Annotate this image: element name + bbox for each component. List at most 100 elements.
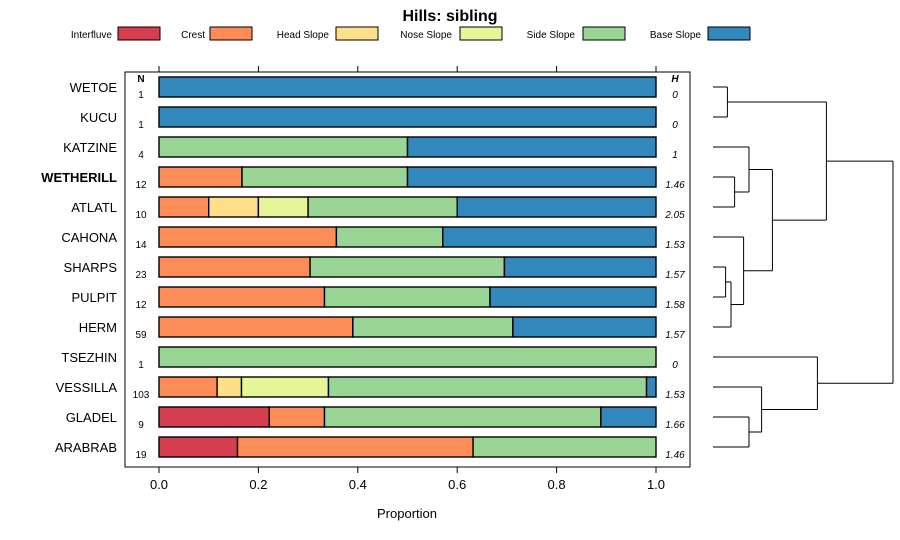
bar-segment-herm-base-slope bbox=[512, 316, 657, 338]
n-value-tsezhin: 1 bbox=[138, 360, 144, 371]
n-value-wetoe: 1 bbox=[138, 90, 144, 101]
x-axis-label: Proportion bbox=[377, 506, 437, 521]
row-label-pulpit: PULPIT bbox=[71, 290, 117, 305]
bar-segment-pulpit-crest bbox=[158, 286, 326, 308]
bar-segment-vessilla-base-slope bbox=[645, 376, 657, 398]
bar-segment-pulpit-base-slope bbox=[489, 286, 657, 308]
bar-segment-vessilla-crest bbox=[158, 376, 218, 398]
legend-swatch-nose-slope bbox=[459, 26, 503, 41]
bar-segment-sharps-crest bbox=[158, 256, 311, 278]
bars bbox=[158, 76, 657, 458]
legend-swatch-crest bbox=[209, 26, 253, 41]
h-value-kucu: 0 bbox=[672, 120, 678, 131]
bar-segment-gladel-interfluve bbox=[158, 406, 271, 428]
x-tick-label: 0.8 bbox=[548, 477, 566, 492]
h-value-arabrab: 1.46 bbox=[665, 450, 685, 461]
x-tick-label: 0.0 bbox=[150, 477, 168, 492]
bar-segment-tsezhin-side-slope bbox=[158, 346, 657, 368]
dendrogram bbox=[713, 86, 894, 448]
n-value-cahona: 14 bbox=[135, 240, 147, 251]
bar-segment-gladel-side-slope bbox=[323, 406, 602, 428]
n-value-vessilla: 103 bbox=[133, 390, 150, 401]
h-value-tsezhin: 0 bbox=[672, 360, 678, 371]
bar-segment-cahona-side-slope bbox=[335, 226, 444, 248]
bar-segment-atlatl-side-slope bbox=[307, 196, 458, 218]
bar-segment-vessilla-head-slope bbox=[216, 376, 243, 398]
h-value-vessilla: 1.53 bbox=[665, 390, 685, 401]
legend-swatch-interfluve bbox=[117, 26, 161, 41]
n-value-katzine: 4 bbox=[138, 150, 144, 161]
bar-segment-katzine-side-slope bbox=[158, 136, 409, 158]
row-label-wetoe: WETOE bbox=[70, 80, 118, 95]
h-value-pulpit: 1.58 bbox=[665, 300, 685, 311]
legend: Interfluve Crest Head Slope Nose Slope Side … bbox=[71, 26, 751, 41]
bar-segment-herm-side-slope bbox=[352, 316, 514, 338]
legend-label-nose-slope: Nose Slope bbox=[400, 30, 452, 41]
plot-area: 0.0 0.2 0.4 0.6 0.8 1.0 bbox=[124, 66, 691, 492]
h-value-cahona: 1.53 bbox=[665, 240, 685, 251]
bar-segment-herm-crest bbox=[158, 316, 354, 338]
n-column-header: N bbox=[137, 74, 144, 85]
row-label-cahona: CAHONA bbox=[61, 230, 117, 245]
h-value-herm: 1.57 bbox=[665, 330, 685, 341]
x-tick-label: 0.6 bbox=[448, 477, 466, 492]
h-value-katzine: 1 bbox=[672, 150, 678, 161]
legend-label-interfluve: Interfluve bbox=[71, 30, 113, 41]
n-value-kucu: 1 bbox=[138, 120, 144, 131]
n-value-pulpit: 12 bbox=[135, 300, 147, 311]
h-column-header: H bbox=[671, 74, 679, 85]
row-label-sharps: SHARPS bbox=[64, 260, 118, 275]
bar-segment-atlatl-nose-slope bbox=[257, 196, 309, 218]
bar-segment-arabrab-side-slope bbox=[472, 436, 657, 458]
bar-segment-sharps-side-slope bbox=[309, 256, 506, 278]
row-label-vessilla: VESSILLA bbox=[56, 380, 118, 395]
bar-segment-pulpit-side-slope bbox=[323, 286, 491, 308]
bar-segment-wetoe-base-slope bbox=[158, 76, 657, 98]
bar-segment-sharps-base-slope bbox=[503, 256, 657, 278]
bar-segment-wetherill-base-slope bbox=[406, 166, 657, 188]
x-tick-label: 0.4 bbox=[349, 477, 367, 492]
row-label-atlatl: ATLATL bbox=[71, 200, 117, 215]
bar-segment-atlatl-base-slope bbox=[456, 196, 657, 218]
row-label-katzine: KATZINE bbox=[63, 140, 117, 155]
h-value-wetherill: 1.46 bbox=[665, 180, 685, 191]
n-value-arabrab: 19 bbox=[135, 450, 147, 461]
h-value-wetoe: 0 bbox=[672, 90, 678, 101]
row-label-kucu: KUCU bbox=[80, 110, 117, 125]
row-label-wetherill: WETHERILL bbox=[41, 170, 117, 185]
legend-label-crest: Crest bbox=[181, 30, 205, 41]
legend-swatch-head-slope bbox=[335, 26, 379, 41]
bar-segment-wetherill-side-slope bbox=[241, 166, 409, 188]
row-label-gladel: GLADEL bbox=[66, 410, 117, 425]
bar-segment-kucu-base-slope bbox=[158, 106, 657, 128]
row-label-arabrab: ARABRAB bbox=[55, 440, 117, 455]
bar-segment-atlatl-head-slope bbox=[207, 196, 260, 218]
bar-segment-wetherill-crest bbox=[158, 166, 243, 188]
n-value-sharps: 23 bbox=[135, 270, 147, 281]
row-label-herm: HERM bbox=[79, 320, 117, 335]
legend-label-base-slope: Base Slope bbox=[650, 30, 702, 41]
bar-segment-cahona-base-slope bbox=[442, 226, 657, 248]
bar-segment-atlatl-crest bbox=[158, 196, 210, 218]
bar-segment-vessilla-side-slope bbox=[327, 376, 648, 398]
x-tick-label: 0.2 bbox=[249, 477, 267, 492]
h-value-atlatl: 2.05 bbox=[664, 210, 685, 221]
row-label-tsezhin: TSEZHIN bbox=[61, 350, 117, 365]
h-value-gladel: 1.66 bbox=[665, 420, 685, 431]
n-value-gladel: 9 bbox=[138, 420, 144, 431]
bar-segment-cahona-crest bbox=[158, 226, 338, 248]
bar-segment-vessilla-nose-slope bbox=[240, 376, 330, 398]
bar-segment-katzine-base-slope bbox=[406, 136, 657, 158]
legend-label-side-slope: Side Slope bbox=[527, 30, 576, 41]
chart-title: Hills: sibling bbox=[402, 8, 497, 25]
legend-swatch-base-slope bbox=[707, 26, 751, 41]
bar-segment-arabrab-interfluve bbox=[158, 436, 239, 458]
plot-frame bbox=[124, 71, 691, 468]
n-value-herm: 59 bbox=[135, 330, 147, 341]
bar-segment-gladel-base-slope bbox=[600, 406, 657, 428]
legend-swatch-side-slope bbox=[582, 26, 626, 41]
n-value-wetherill: 12 bbox=[135, 180, 147, 191]
n-value-atlatl: 10 bbox=[135, 210, 147, 221]
